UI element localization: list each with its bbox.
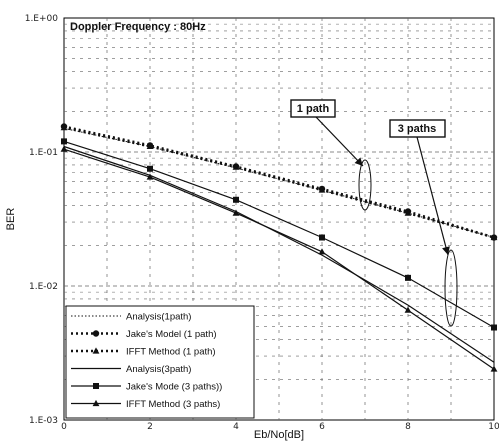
marker-square	[405, 274, 411, 281]
marker-triangle	[146, 173, 154, 180]
annotation-ellipse	[444, 249, 458, 327]
marker-square	[491, 324, 497, 331]
annotations: 1 path 3 paths	[290, 99, 458, 327]
x-tick-label: 4	[233, 422, 239, 432]
x-axis-label: Eb/No[dB]	[254, 429, 304, 441]
marker-triangle	[60, 145, 68, 152]
marker-square	[61, 138, 67, 145]
legend-label: Analysis(3path)	[126, 364, 191, 375]
marker-triangle	[92, 399, 100, 407]
legend-label: Jake's Model (1 path)	[126, 329, 217, 340]
marker-triangle	[318, 186, 326, 193]
marker-triangle	[490, 233, 498, 241]
x-tick-label: 0	[61, 422, 67, 432]
annotation-arrow	[416, 136, 449, 256]
legend-label: Jake's Mode (3 paths))	[126, 382, 222, 393]
marker-triangle	[404, 209, 412, 216]
marker-triangle	[232, 209, 240, 216]
arrowhead-icon	[354, 157, 363, 166]
legend-label: IFFT Method (3 paths)	[126, 399, 220, 410]
series-line	[63, 140, 495, 329]
marker-triangle	[490, 365, 498, 372]
y-tick-label: 1.E-03	[29, 416, 58, 426]
marker-triangle	[232, 163, 240, 170]
marker-square	[93, 383, 99, 389]
annotation-ellipse	[358, 159, 372, 211]
marker-triangle	[146, 142, 154, 150]
x-tick-label: 6	[319, 422, 325, 432]
marker-square	[147, 165, 153, 172]
marker-triangle	[92, 347, 100, 354]
series-lines	[60, 123, 498, 372]
series-line	[63, 145, 495, 363]
marker-triangle	[318, 248, 326, 255]
marker-triangle	[404, 306, 412, 313]
y-tick-label: 1.E+00	[25, 14, 59, 24]
legend-label: Analysis(1path)	[126, 312, 191, 323]
chart-title: Doppler Frequency : 80Hz	[70, 21, 206, 33]
series-line	[63, 126, 495, 239]
legend: Analysis(1path) Jake's Model (1 path) IFFT…	[65, 305, 255, 419]
y-axis-label: BER	[5, 208, 17, 231]
marker-triangle	[60, 124, 68, 131]
annotation-1-path: 1 path	[297, 103, 330, 115]
legend-label: IFFT Method (1 path)	[126, 347, 216, 358]
legend-box	[65, 305, 255, 419]
annotation-box	[290, 99, 336, 118]
series-line	[63, 148, 495, 370]
annotation-3-paths: 3 paths	[398, 123, 437, 135]
marker-square	[319, 234, 325, 241]
x-tick-label: 10	[488, 422, 499, 432]
x-tick-label: 2	[147, 422, 153, 432]
annotation-arrow	[315, 116, 364, 167]
x-tick-label: 8	[405, 422, 411, 432]
tick-labels: 1.E+00 1.E-01 1.E-02 1.E-030 2 4 6 8 10	[25, 14, 499, 432]
grid	[64, 18, 494, 420]
marker-circle	[92, 330, 100, 337]
y-tick-label: 1.E-02	[29, 282, 58, 292]
arrowhead-icon	[442, 246, 450, 255]
y-tick-label: 1.E-01	[29, 148, 58, 158]
marker-square	[233, 196, 239, 203]
